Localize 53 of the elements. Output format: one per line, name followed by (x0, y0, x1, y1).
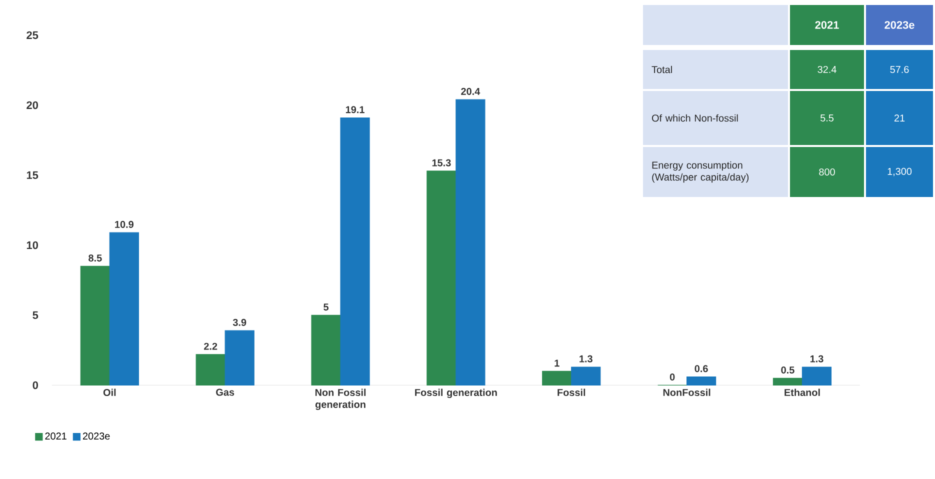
x-tick-label: NonFossil (663, 388, 710, 396)
x-tick-label: Ethanol (784, 388, 820, 396)
legend-label: 2021 (45, 432, 66, 440)
data-label: 1 (554, 360, 560, 367)
data-label: 0.6 (694, 365, 708, 372)
data-label: 10.9 (115, 220, 134, 228)
data-label: 15.3 (432, 159, 451, 166)
annotation: 5.5 (820, 114, 834, 122)
bar (109, 232, 139, 386)
data-label: 3.9 (232, 318, 246, 326)
x-tick-label: Gas (216, 388, 234, 396)
bar (772, 378, 803, 386)
bar (571, 366, 601, 386)
legend-label: 2023e (82, 432, 110, 440)
text: 2023e (884, 21, 914, 29)
bar (340, 117, 370, 386)
y-tick-label: 0 (32, 381, 38, 390)
bar (196, 354, 226, 386)
data-label: 1.3 (580, 355, 592, 362)
annotation: Total (652, 66, 672, 74)
data-label: 8.5 (88, 254, 102, 262)
bar (542, 370, 572, 386)
x-tick-label: Fossil generation (415, 388, 497, 398)
bar (802, 366, 832, 386)
bar (686, 376, 716, 386)
data-label: 0 (670, 374, 675, 381)
text: 1,300 (888, 168, 912, 176)
x-tick-label: Fossil (558, 388, 586, 396)
text: 21 (894, 114, 905, 122)
y-tick-label: 5 (32, 311, 38, 320)
text: 57.6 (890, 66, 909, 74)
text: 2021 (815, 21, 839, 29)
bar (426, 170, 456, 386)
data-label: 20.4 (461, 88, 480, 95)
data-label: 2.2 (204, 342, 218, 350)
x-tick-label: Non Fossil generation (315, 388, 366, 410)
y-tick-label: 15 (26, 171, 38, 180)
data-label: 1.3 (810, 355, 824, 362)
data-label: 19.1 (346, 106, 364, 114)
bar (311, 314, 341, 386)
data-label: 0.5 (781, 366, 794, 374)
annotation: 800 (819, 168, 835, 176)
data-label: 5 (324, 304, 329, 311)
y-tick-label: 10 (26, 241, 38, 250)
x-tick-label: Oil (103, 388, 116, 396)
annotation: Energy consumption (Watts/per capita/day) (652, 161, 749, 183)
bar (456, 99, 486, 386)
annotation: 32.4 (818, 66, 836, 74)
y-tick-label: 25 (26, 31, 38, 40)
annotation: Of which Non-fossil (652, 114, 738, 122)
bar (224, 330, 254, 386)
y-tick-label: 20 (26, 101, 38, 110)
bar (80, 266, 110, 386)
